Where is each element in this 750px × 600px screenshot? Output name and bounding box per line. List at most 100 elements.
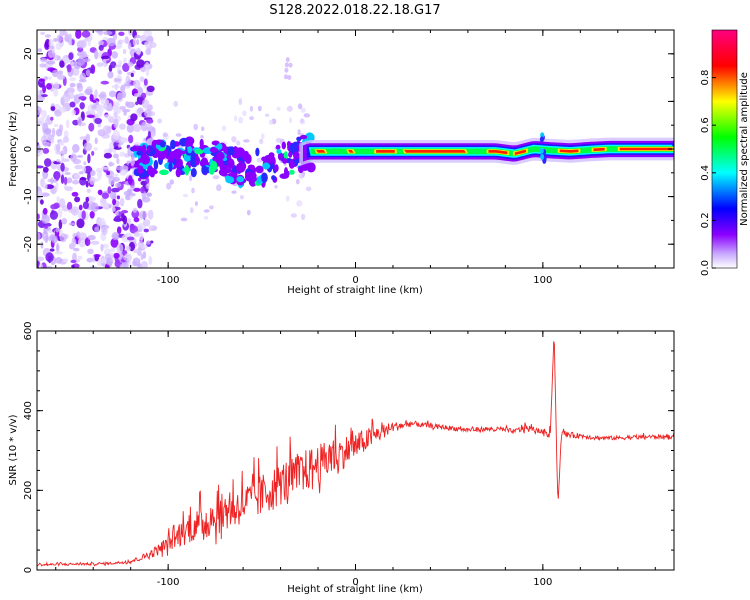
noise-blob: [55, 151, 64, 155]
noise-blob: [148, 255, 153, 265]
noise-blob: [100, 202, 109, 209]
noise-blob: [87, 153, 91, 164]
noise-blob: [144, 123, 153, 131]
noise-blob: [144, 108, 152, 118]
noise-blob: [77, 255, 83, 260]
noise-blob: [63, 31, 69, 36]
noise-blob: [123, 111, 127, 116]
signal-blob: [226, 158, 235, 169]
noise-blob: [116, 243, 124, 254]
signal-blob: [255, 147, 260, 157]
noise-blob: [101, 226, 108, 236]
noise-blob: [193, 123, 198, 131]
noise-blob: [90, 240, 100, 245]
signal-blob: [300, 134, 308, 140]
signal-blob: [194, 155, 200, 166]
noise-blob: [249, 116, 255, 121]
noise-blob: [66, 87, 75, 94]
noise-blob: [37, 256, 45, 262]
noise-blob: [74, 174, 80, 179]
noise-blob: [40, 241, 44, 249]
noise-blob: [118, 31, 125, 36]
noise-blob: [67, 33, 72, 39]
noise-blob: [126, 123, 135, 133]
signal-blob: [292, 141, 300, 146]
noise-blob: [90, 170, 96, 176]
noise-blob: [113, 112, 118, 118]
noise-blob: [89, 196, 96, 202]
noise-blob: [47, 49, 55, 58]
signal-blob: [247, 164, 255, 170]
noise-blob: [114, 101, 120, 108]
noise-blob: [37, 48, 43, 53]
noise-blob: [142, 219, 151, 227]
noise-blob: [103, 102, 111, 111]
noise-blob: [74, 164, 83, 170]
noise-blob: [133, 187, 141, 192]
noise-blob: [274, 184, 278, 189]
noise-blob: [113, 153, 119, 159]
noise-blob: [268, 119, 273, 125]
noise-blob: [40, 31, 46, 35]
noise-blob: [115, 211, 119, 216]
noise-blob: [58, 124, 64, 132]
signal-blob: [194, 148, 204, 155]
signal-blob: [209, 147, 218, 153]
noise-blob: [69, 101, 76, 108]
noise-blob: [139, 232, 144, 242]
noise-blob: [62, 93, 71, 103]
signal-blob: [284, 167, 288, 176]
noise-blob: [182, 193, 188, 198]
noise-blob: [238, 116, 244, 124]
noise-blob: [137, 198, 143, 209]
noise-blob: [111, 232, 120, 241]
noise-blob: [100, 166, 110, 170]
noise-blob: [148, 225, 154, 229]
noise-blob: [75, 30, 82, 39]
noise-blob: [42, 166, 49, 173]
noise-blob: [71, 238, 77, 248]
noise-blob: [40, 57, 48, 63]
noise-blob: [81, 210, 86, 220]
signal-blob: [274, 164, 279, 172]
noise-blob: [236, 140, 241, 146]
signal-blob: [235, 147, 246, 157]
signal-blob: [275, 144, 281, 150]
noise-blob: [127, 42, 132, 50]
noise-blob: [74, 196, 81, 203]
noise-blob: [63, 130, 69, 139]
signal-blob: [288, 169, 295, 175]
signal-blob: [288, 151, 293, 158]
noise-blob: [37, 165, 44, 169]
colorbar-gradient: [712, 30, 737, 268]
noise-blob: [287, 75, 292, 80]
noise-blob: [145, 177, 150, 184]
noise-blob: [76, 218, 85, 229]
signal-blob: [168, 151, 175, 163]
noise-blob: [119, 106, 126, 110]
colorbar-tick-label: 0.4: [700, 165, 711, 181]
noise-blob: [130, 113, 138, 122]
noise-blob: [238, 98, 243, 106]
signal-blob: [236, 176, 244, 183]
noise-blob: [162, 132, 168, 137]
colorbar-frame: [711, 29, 738, 269]
signal-blob: [293, 151, 300, 160]
noise-blob: [284, 74, 288, 80]
noise-blob: [90, 202, 99, 213]
colorbar-axes: 0.0 0.2 0.4 0.6 0.8: [700, 29, 738, 276]
noise-blob: [55, 227, 60, 233]
noise-blob: [56, 158, 61, 163]
noise-blob: [44, 225, 48, 229]
noise-blob: [136, 39, 140, 46]
signal-blob: [261, 172, 268, 183]
noise-blob: [209, 205, 214, 210]
noise-blob: [50, 116, 54, 121]
noise-blob: [46, 114, 50, 122]
noise-blob: [87, 248, 94, 254]
figure-title: S128.2022.018.22.18.G17: [269, 3, 440, 18]
signal-blob: [228, 172, 237, 177]
noise-blob: [61, 219, 67, 224]
noise-blob: [44, 158, 52, 167]
